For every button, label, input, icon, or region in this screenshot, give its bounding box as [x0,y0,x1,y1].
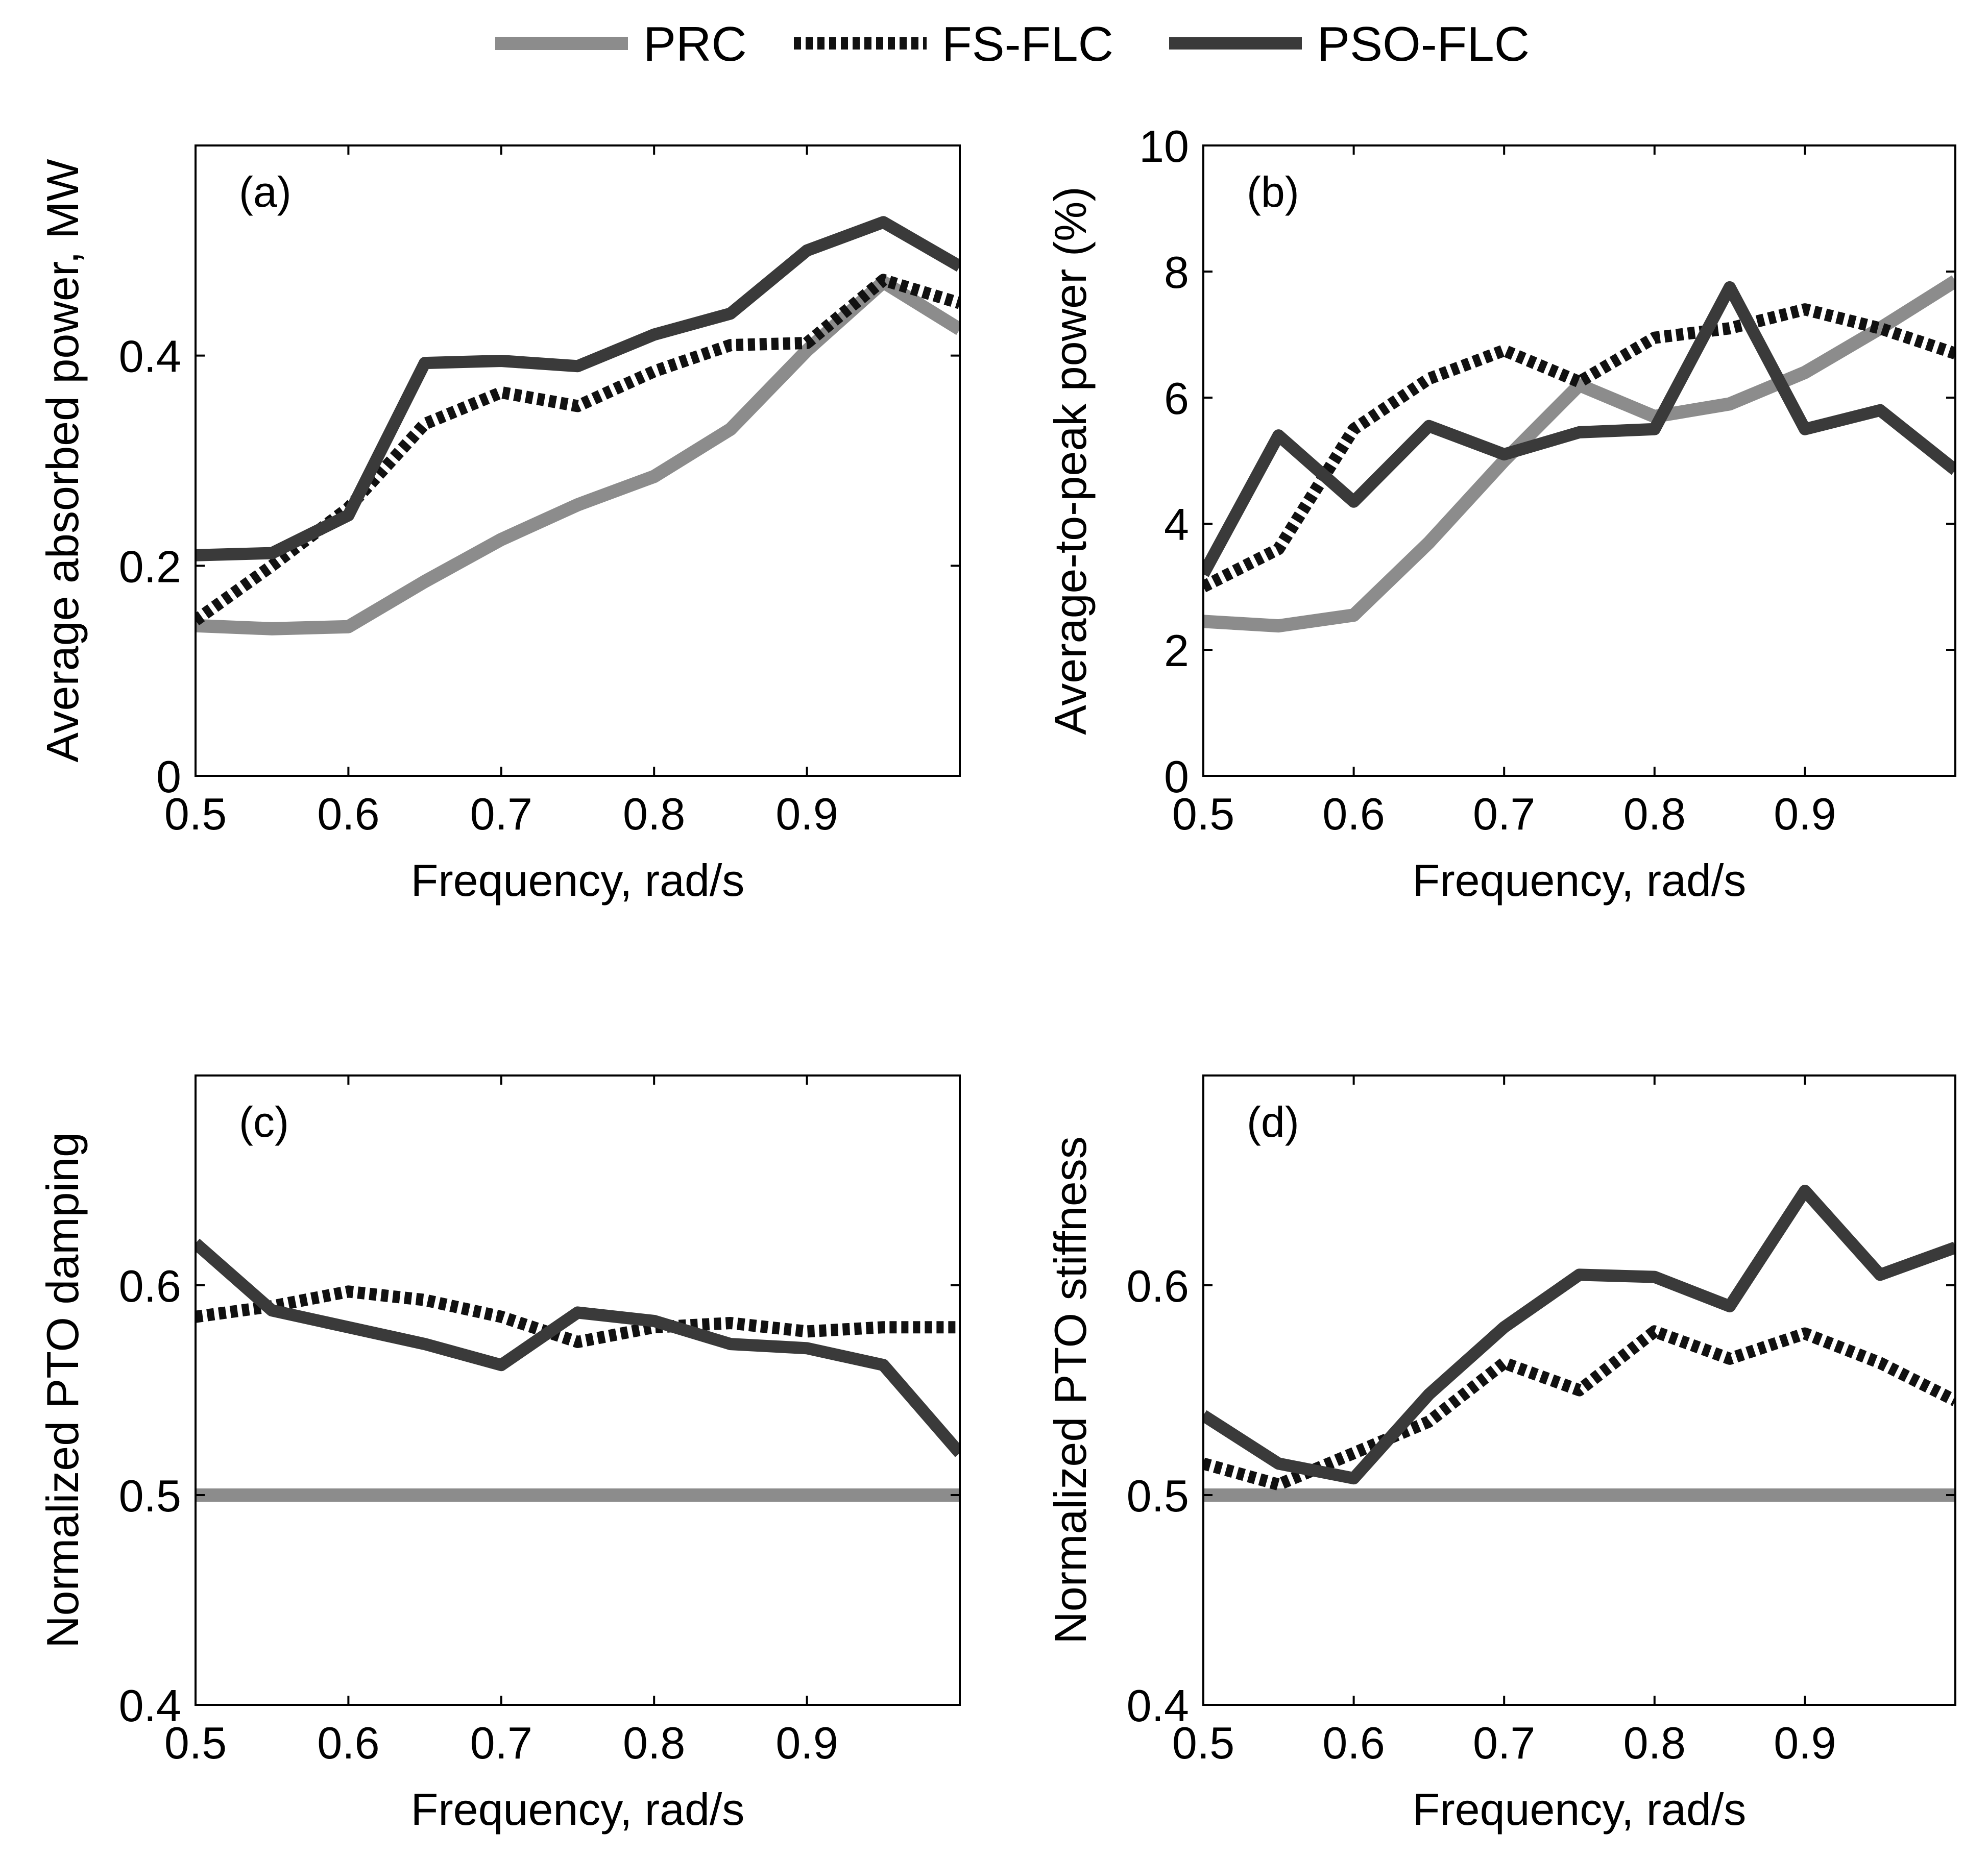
series-line-fs-flc [1203,303,1955,593]
x-tick-label: 0.5 [164,1718,227,1768]
legend-label-fs-flc: FS-FLC [942,17,1113,71]
x-axis-label: Frequency, rad/s [1413,855,1747,906]
panel-label: (c) [239,1098,289,1146]
y-axis-label: Average absorbed power, MW [37,159,88,762]
x-tick-label: 0.9 [1774,789,1836,839]
y-tick-label: 2 [1164,625,1189,676]
legend-label-prc: PRC [643,17,747,71]
plot-frame [195,144,961,777]
y-tick-label: 0.4 [119,1680,181,1731]
y-tick-label: 6 [1164,373,1189,424]
x-tick-label: 0.6 [317,789,379,839]
y-tick-label: 0.5 [119,1471,181,1521]
x-axis-label: Frequency, rad/s [1413,1784,1747,1835]
legend-label-pso-flc: PSO-FLC [1317,17,1530,71]
y-tick-label: 0.5 [1127,1471,1189,1521]
plot-frame [1202,1074,1956,1706]
legend: PRC FS-FLC PSO-FLC [495,17,1530,71]
y-tick-label: 0 [1164,751,1189,802]
x-axis-label: Frequency, rad/s [411,1784,745,1835]
x-tick-label: 0.5 [164,789,227,839]
x-tick-label: 0.7 [470,789,532,839]
y-axis-label: Normalized PTO stiffness [1045,1136,1096,1644]
plot-frame [1202,144,1956,777]
x-tick-label: 0.6 [1322,1718,1385,1768]
series-line-pso-flc [1203,1185,1955,1485]
x-tick-label: 0.8 [1623,1718,1686,1768]
series-line-fs-flc [196,274,960,626]
panel-a: 0.5 0.6 0.7 0.8 0.9 0 0.2 0.4 Frequency, rad/s Av… [37,144,961,906]
y-tick-label: 0.4 [119,331,181,382]
y-tick-label: 8 [1164,247,1189,298]
y-tick-label: 0.6 [1127,1261,1189,1311]
series-line-prc [1203,275,1955,633]
series-line-pso-flc [1203,281,1955,577]
x-tick-label: 0.8 [623,1718,685,1768]
x-tick-label: 0.5 [1172,789,1234,839]
x-tick-label: 0.9 [775,1718,838,1768]
x-tick-label: 0.7 [470,1718,532,1768]
y-tick-label: 4 [1164,499,1189,550]
series-line-prc [196,275,960,635]
y-tick-label: 0 [156,751,181,802]
y-tick-label: 0.6 [119,1261,181,1311]
y-axis-label: Average-to-peak power (%) [1045,186,1096,735]
series-line-fs-flc [196,1285,960,1348]
x-tick-label: 0.6 [317,1718,379,1768]
panel-b: 0.5 0.6 0.7 0.8 0.9 0 2 4 6 8 10 Frequency, rad/s Av… [1045,121,1956,906]
x-tick-label: 0.9 [775,789,838,839]
panels: 0.5 0.6 0.7 0.8 0.9 0 0.2 0.4 Frequency, rad/s Av… [37,121,1956,1835]
series-line-pso-flc [196,1238,960,1457]
x-axis-label: Frequency, rad/s [411,855,745,906]
y-tick-label: 10 [1139,121,1189,172]
plot-frame [195,1074,961,1706]
x-tick-label: 0.6 [1322,789,1385,839]
panel-label: (d) [1247,1098,1299,1146]
x-tick-label: 0.7 [1473,789,1535,839]
y-tick-label: 0.2 [119,541,181,592]
x-tick-label: 0.8 [1623,789,1686,839]
panel-label: (b) [1247,168,1299,216]
x-tick-label: 0.9 [1774,1718,1836,1768]
x-tick-label: 0.5 [1172,1718,1234,1768]
y-tick-label: 0.4 [1127,1680,1189,1731]
panel-label: (a) [239,168,292,216]
y-axis-label: Normalized PTO damping [37,1132,88,1648]
x-tick-label: 0.8 [623,789,685,839]
series-line-fs-flc [1203,1325,1955,1491]
x-tick-label: 0.7 [1473,1718,1535,1768]
series-line-pso-flc [196,216,960,561]
